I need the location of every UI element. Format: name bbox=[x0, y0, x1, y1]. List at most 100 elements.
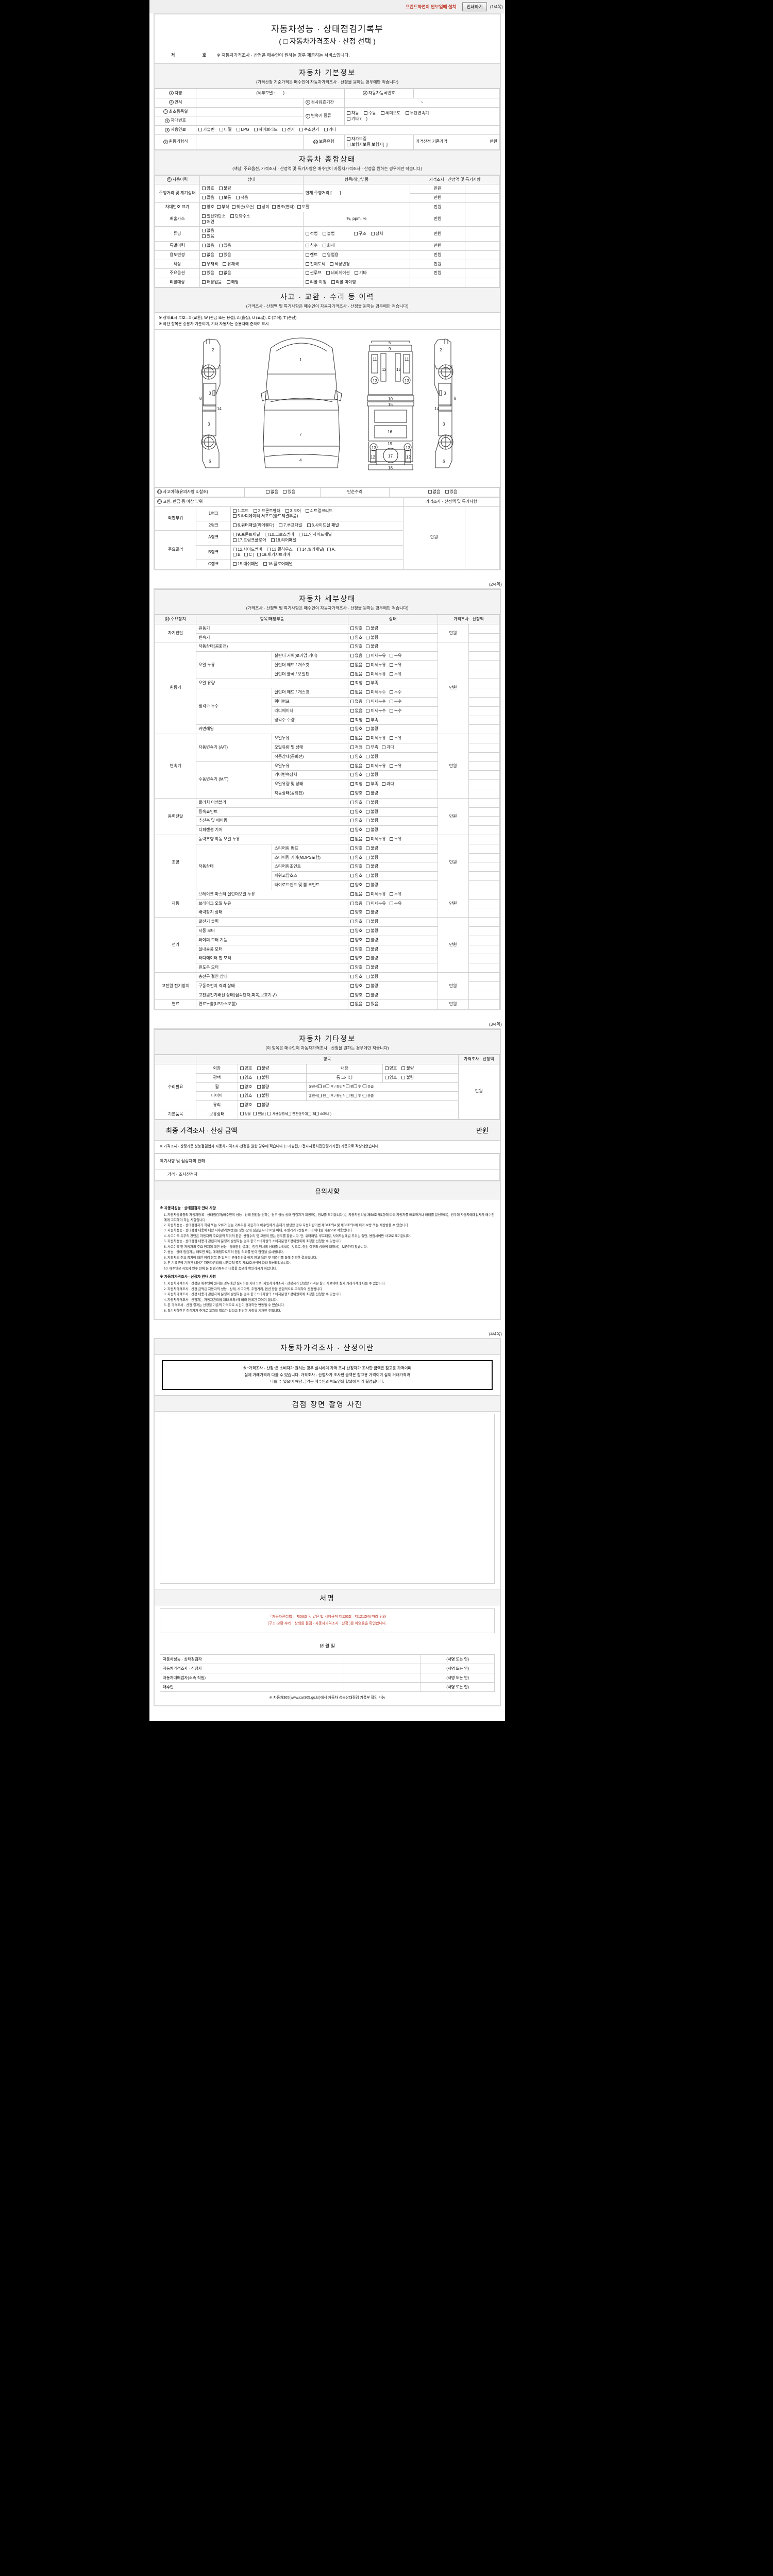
checkbox[interactable] bbox=[350, 764, 354, 768]
state-option[interactable]: 미세누유 bbox=[366, 901, 386, 907]
accident-none[interactable]: 없음 bbox=[266, 489, 278, 495]
checkbox[interactable] bbox=[382, 745, 386, 750]
state-option[interactable]: 불량 bbox=[366, 873, 378, 879]
state-option[interactable]: 불량 bbox=[366, 974, 378, 980]
checkbox[interactable] bbox=[366, 736, 370, 740]
price-value[interactable] bbox=[468, 990, 500, 1001]
checkbox[interactable] bbox=[384, 1066, 389, 1070]
checkbox[interactable] bbox=[389, 837, 393, 841]
transmission-option-cvt[interactable]: 무단변속기 bbox=[405, 111, 429, 116]
state-option[interactable]: 미세누유 bbox=[366, 837, 386, 842]
checkbox[interactable] bbox=[266, 489, 270, 494]
checkbox[interactable] bbox=[366, 727, 370, 731]
checkbox[interactable] bbox=[366, 791, 370, 795]
checkbox[interactable] bbox=[366, 773, 370, 777]
state-option[interactable]: 없음 bbox=[350, 653, 362, 659]
checkbox[interactable] bbox=[350, 956, 354, 960]
state-option[interactable]: 과다 bbox=[382, 745, 394, 751]
part-radiator-support[interactable]: 5.라디에이터 서포트(볼트체결부품) bbox=[233, 514, 298, 519]
checkbox[interactable] bbox=[305, 231, 309, 235]
state-option[interactable]: 누유 bbox=[389, 892, 402, 897]
price-value[interactable] bbox=[468, 889, 500, 900]
roomcleaning-good[interactable]: 양호 bbox=[384, 1075, 397, 1081]
state-option[interactable]: 미세누유 bbox=[366, 764, 386, 769]
checkbox[interactable] bbox=[366, 645, 370, 649]
checkbox[interactable] bbox=[350, 828, 354, 832]
price-value[interactable] bbox=[468, 688, 500, 698]
state-option[interactable]: 미세누수 bbox=[366, 690, 386, 696]
checkbox[interactable] bbox=[350, 920, 354, 924]
checkbox[interactable] bbox=[308, 1112, 312, 1116]
checkbox[interactable] bbox=[240, 1066, 244, 1070]
checkbox[interactable] bbox=[366, 874, 370, 878]
signature-name-field[interactable] bbox=[343, 1682, 422, 1692]
state-option[interactable]: 양호 bbox=[350, 791, 362, 796]
warranty-option-insurer[interactable]: 보험사보증 보험사[ ] bbox=[346, 142, 388, 148]
checkbox[interactable] bbox=[257, 1084, 261, 1089]
checkbox[interactable] bbox=[326, 1084, 330, 1089]
checkbox[interactable] bbox=[324, 128, 328, 132]
part-inside-panel[interactable]: 11.인사이드패널 bbox=[299, 532, 332, 538]
checkbox[interactable] bbox=[305, 252, 309, 257]
checkbox[interactable] bbox=[233, 547, 237, 551]
polish-good[interactable]: 양호 bbox=[240, 1075, 252, 1081]
state-option[interactable]: 없음 bbox=[350, 892, 362, 897]
checkbox[interactable] bbox=[226, 280, 230, 284]
signature-name-field[interactable] bbox=[343, 1672, 422, 1683]
price-value[interactable] bbox=[468, 724, 500, 735]
price-value[interactable] bbox=[468, 715, 500, 725]
state-option[interactable]: 양호 bbox=[350, 846, 362, 852]
price-value[interactable] bbox=[468, 752, 500, 762]
checkbox[interactable] bbox=[240, 1075, 244, 1079]
state-option[interactable]: 양호 bbox=[350, 974, 362, 980]
state-option[interactable]: 불량 bbox=[366, 864, 378, 870]
checkbox[interactable] bbox=[306, 509, 310, 513]
state-option[interactable]: 없음 bbox=[350, 663, 362, 668]
basic-none[interactable]: 없음 bbox=[240, 1112, 251, 1117]
state-option[interactable]: 양호 bbox=[350, 993, 362, 998]
checkbox[interactable] bbox=[219, 252, 223, 257]
color-price-value[interactable] bbox=[465, 259, 500, 269]
state-option[interactable]: 양호 bbox=[350, 772, 362, 778]
checkbox[interactable] bbox=[305, 262, 309, 266]
checkbox[interactable] bbox=[350, 809, 354, 814]
checkbox[interactable] bbox=[350, 745, 354, 750]
checkbox[interactable] bbox=[350, 663, 354, 667]
state-option[interactable]: 미세누유 bbox=[366, 672, 386, 677]
interior-bad[interactable]: 불량 bbox=[401, 1066, 414, 1072]
state-option[interactable]: 불량 bbox=[366, 984, 378, 989]
state-option[interactable]: 적정 bbox=[350, 718, 362, 723]
state-option[interactable]: 미세누유 bbox=[366, 663, 386, 668]
checkbox[interactable] bbox=[366, 956, 370, 960]
special-yes[interactable]: 있음 bbox=[219, 243, 231, 249]
part-quarter-panel[interactable]: 6.쿼터패널(리어휀다) bbox=[233, 523, 274, 529]
state-option[interactable]: 양호 bbox=[350, 827, 362, 833]
state-option[interactable]: 불량 bbox=[366, 800, 378, 806]
checkbox[interactable] bbox=[350, 672, 354, 676]
checkbox[interactable] bbox=[257, 1075, 261, 1079]
car-damage-diagram[interactable]: 2 3 8 14 3 6 bbox=[155, 329, 500, 487]
option-sunroof[interactable]: 썬루프 bbox=[305, 270, 322, 276]
price-value[interactable] bbox=[468, 880, 500, 890]
state-option[interactable]: 없음 bbox=[350, 699, 362, 705]
checkbox[interactable] bbox=[236, 196, 240, 200]
checkbox[interactable] bbox=[366, 974, 370, 978]
mileage-normal[interactable]: 보통 bbox=[219, 195, 231, 201]
price-value[interactable] bbox=[468, 963, 500, 973]
checkbox[interactable] bbox=[201, 280, 206, 284]
price-value[interactable] bbox=[468, 642, 500, 652]
state-option[interactable]: 누유 bbox=[389, 663, 402, 668]
checkbox[interactable] bbox=[318, 1084, 322, 1089]
part-pillar-panel[interactable]: 14.필러패널( bbox=[297, 547, 324, 553]
part-package-tray[interactable]: 19.패키지트레이 bbox=[257, 552, 290, 558]
checkbox[interactable] bbox=[216, 205, 221, 209]
checkbox[interactable] bbox=[366, 819, 370, 823]
price-value[interactable] bbox=[468, 660, 500, 670]
checkbox[interactable] bbox=[201, 214, 206, 218]
usage-yes[interactable]: 있음 bbox=[219, 252, 231, 258]
transmission-option-auto[interactable]: 자동 bbox=[346, 111, 359, 116]
part-side-sill-panel[interactable]: 8.사이드실 패널 bbox=[307, 523, 339, 529]
state-option[interactable]: 양호 bbox=[350, 928, 362, 934]
state-option[interactable]: 없음 bbox=[350, 736, 362, 741]
checkbox[interactable] bbox=[366, 855, 370, 859]
